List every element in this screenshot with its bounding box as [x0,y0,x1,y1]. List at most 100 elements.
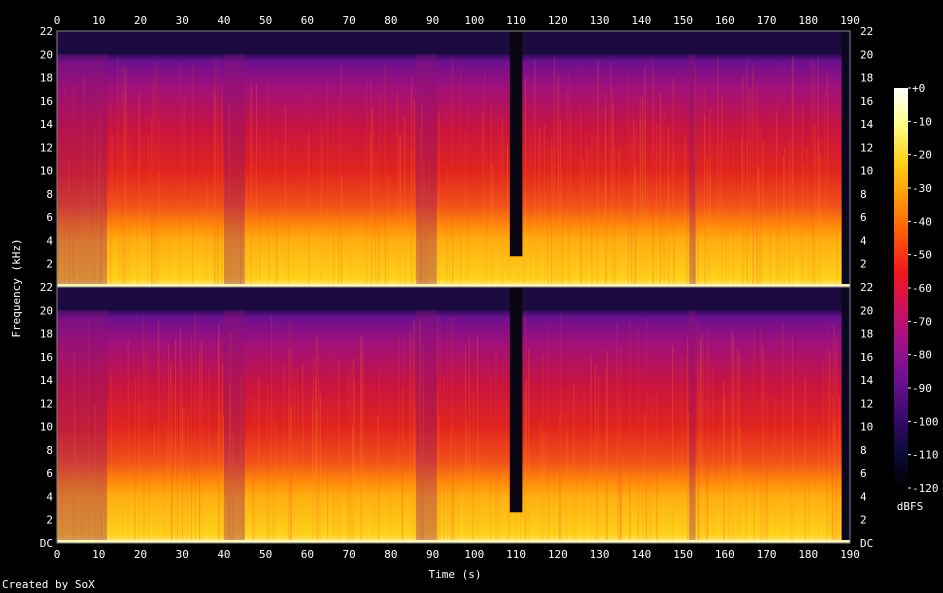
x-tick-label-bottom: 110 [506,548,526,561]
texture-streak [824,91,825,287]
texture-streak [472,391,474,543]
x-tick-label-bottom: 90 [426,548,439,561]
texture-streak [84,382,86,543]
colorbar: +0 -10 -20 -30 -40 -50 -60 -70 -80 -90 -100 -110 -12… [894,82,939,495]
texture-streak [143,351,145,543]
texture-streak [818,425,819,543]
texture-streak [610,61,612,288]
texture-streak [110,135,111,287]
texture-streak [57,148,59,287]
texture-streak [135,161,137,287]
texture-streak [401,388,403,543]
y-tick-label-left: 10 [40,165,53,178]
texture-streak [404,116,406,287]
texture-streak [720,96,722,287]
y-axis-label: Frequency (kHz) [10,238,23,337]
texture-streak [447,165,449,287]
texture-streak [829,351,831,543]
texture-streak [464,130,466,287]
texture-streak [760,125,762,287]
texture-streak [420,348,422,543]
texture-streak [293,368,295,543]
x-tick-label-bottom: 30 [176,548,189,561]
texture-streak [528,348,530,543]
texture-streak [129,135,131,287]
y-tick-label-right: 20 [860,304,873,317]
texture-streak [307,131,309,287]
texture-streak [585,82,587,287]
texture-streak [698,400,700,543]
texture-streak [254,164,256,287]
texture-streak [125,68,127,287]
texture-streak [568,71,570,287]
texture-streak [251,394,253,543]
texture-streak [57,377,59,543]
texture-streak [101,150,102,287]
texture-streak [484,70,486,288]
texture-streak [411,149,413,287]
texture-streak [486,159,488,287]
texture-streak [605,368,607,543]
texture-streak [525,378,527,543]
texture-streak [290,348,292,543]
texture-streak [612,103,614,288]
texture-streak [275,140,277,287]
texture-streak [321,135,323,287]
x-ticks-top: 0 10 20 30 40 50 60 70 80 90 100 110 120 130 140 150 160… [54,14,860,27]
texture-streak [559,387,561,543]
texture-streak [228,344,230,543]
texture-streak [420,323,422,543]
x-tick-label-bottom: 20 [134,548,147,561]
texture-streak [834,418,836,543]
texture-streak [214,85,216,287]
texture-streak [452,406,454,543]
texture-streak [148,364,150,543]
y-tick-label-right: 14 [860,374,874,387]
y-tick-label-right: 16 [860,351,873,364]
texture-streak [143,330,145,543]
texture-streak [620,345,622,543]
texture-streak [110,100,112,287]
texture-streak [731,329,733,543]
texture-streak [604,106,606,287]
texture-streak [150,116,152,288]
texture-streak [814,124,816,288]
texture-streak [384,66,386,287]
texture-streak [840,418,842,543]
texture-streak [727,424,729,543]
colorbar-tick-label: -40 [912,215,932,228]
texture-streak [818,139,820,287]
texture-streak [240,161,242,287]
texture-streak [90,83,92,288]
texture-streak [157,171,159,287]
texture-streak [631,169,633,287]
quiet-region [415,310,437,543]
texture-streak [350,94,352,287]
texture-streak [633,170,635,287]
texture-streak [697,366,699,543]
texture-streak [565,411,567,543]
texture-streak [171,433,172,543]
texture-streak [208,367,210,543]
texture-streak [762,345,764,543]
texture-streak [646,392,647,543]
texture-streak [495,350,497,543]
texture-streak [399,135,401,287]
texture-streak [460,69,462,288]
post-audio-region [841,31,850,287]
y-tick-label-right: 8 [860,444,867,457]
y-tick-label-left: 16 [40,95,53,108]
texture-streak [94,126,96,288]
y-tick-label-left: 6 [46,211,53,224]
texture-streak [153,80,155,287]
y-tick-label-left: 8 [46,444,53,457]
texture-streak [543,124,545,288]
texture-streak [723,379,725,543]
texture-streak [414,100,416,287]
texture-streak [652,70,654,287]
texture-streak [493,166,495,287]
texture-streak [646,317,648,543]
texture-streak [218,336,220,543]
texture-streak [687,345,689,543]
